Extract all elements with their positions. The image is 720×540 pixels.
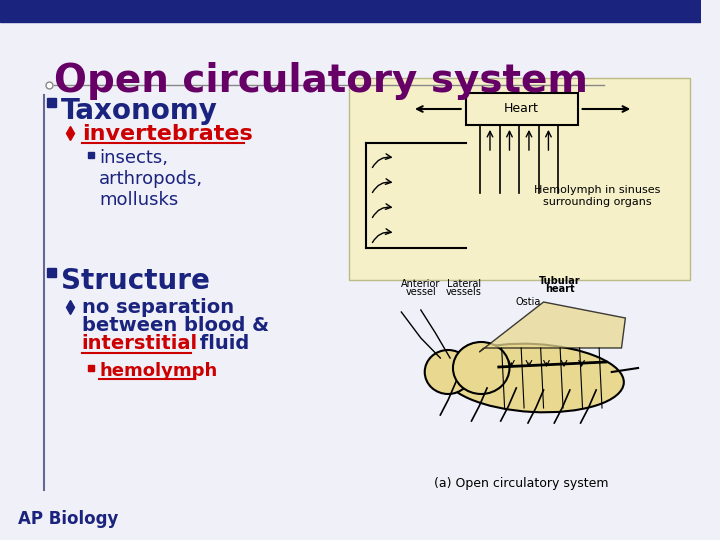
Bar	[0, 0, 701, 22]
Text: between blood &: between blood &	[82, 316, 269, 335]
Text: Tubular: Tubular	[539, 276, 581, 286]
Ellipse shape	[444, 343, 624, 413]
Bar	[348, 78, 690, 280]
Text: Structure: Structure	[61, 267, 210, 295]
Text: heart: heart	[545, 284, 575, 294]
Bar	[466, 93, 577, 125]
Ellipse shape	[453, 342, 510, 394]
Text: (a) Open circulatory system: (a) Open circulatory system	[434, 477, 608, 490]
Text: Lateral: Lateral	[446, 279, 481, 289]
Text: Anterior: Anterior	[401, 279, 441, 289]
Text: fluid: fluid	[193, 334, 249, 353]
Text: Open circulatory system: Open circulatory system	[53, 62, 588, 100]
Text: invertebrates: invertebrates	[82, 124, 253, 144]
Text: Ostia: Ostia	[516, 297, 541, 307]
Bar	[88, 365, 94, 371]
Text: hemolymph: hemolymph	[99, 362, 217, 380]
Ellipse shape	[425, 350, 472, 394]
Text: no separation: no separation	[82, 298, 234, 317]
Text: interstitial: interstitial	[82, 334, 198, 353]
Text: AP Biology: AP Biology	[17, 510, 118, 528]
Text: Taxonomy: Taxonomy	[61, 97, 218, 125]
Text: insects,
arthropods,
mollusks: insects, arthropods, mollusks	[99, 149, 204, 208]
Text: vessels: vessels	[446, 287, 482, 297]
Bar	[47, 98, 55, 107]
Bar	[47, 268, 55, 277]
Text: Hemolymph in sinuses
surrounding organs: Hemolymph in sinuses surrounding organs	[534, 185, 660, 207]
Text: vessel: vessel	[405, 287, 436, 297]
Bar	[88, 152, 94, 158]
Polygon shape	[480, 302, 626, 352]
Text: Heart: Heart	[504, 103, 539, 116]
